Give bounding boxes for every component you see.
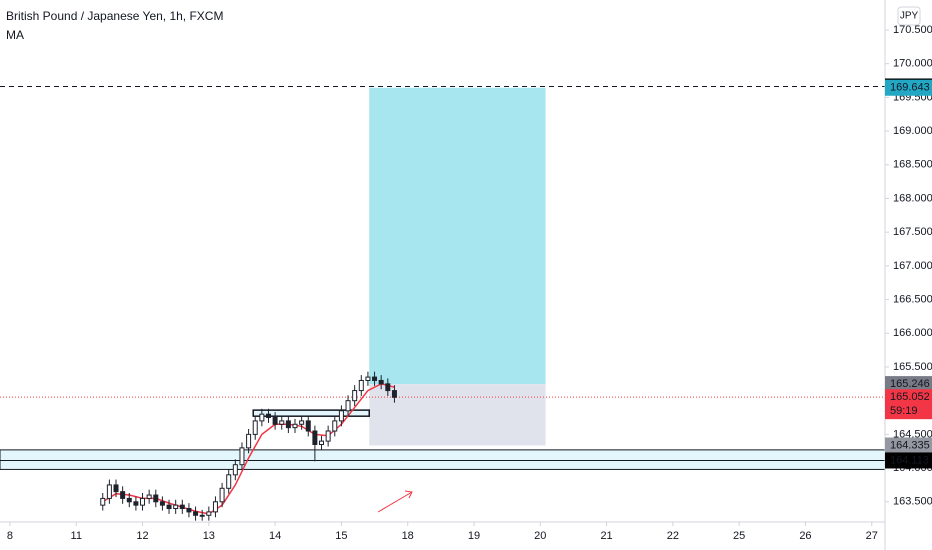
candle-body [193, 511, 199, 516]
candle-body [232, 464, 238, 476]
candle-body [239, 447, 245, 466]
candle-body [325, 430, 331, 442]
x-tick-label: 8 [7, 530, 13, 542]
candle-body [391, 390, 397, 398]
candle-body [206, 511, 212, 516]
candle-body [106, 484, 112, 499]
candle-body [378, 379, 384, 385]
candle-body [365, 376, 371, 381]
zone [0, 449, 886, 470]
price-label-bg [885, 389, 932, 420]
candle-body [246, 433, 252, 449]
candle-body [153, 494, 159, 503]
candle-body [272, 417, 278, 425]
y-tick-label: 170.500 [893, 24, 932, 36]
y-tick-label: 167.500 [893, 226, 932, 238]
candle-body [372, 376, 378, 381]
candle-body [285, 420, 291, 429]
candle-body [113, 484, 119, 493]
candle-body [305, 420, 311, 432]
arrow-head [404, 490, 413, 499]
y-tick-label: 167.000 [893, 260, 932, 272]
y-tick-label: 165.500 [893, 361, 932, 373]
candle-body [385, 383, 391, 392]
currency-button[interactable] [897, 6, 921, 26]
y-tick-label: 163.500 [893, 496, 932, 508]
candle-body [338, 410, 344, 422]
x-tick-label: 20 [534, 530, 546, 542]
candle-body [140, 497, 146, 506]
price-label: 164.113 [890, 454, 929, 466]
x-tick-label: 14 [269, 530, 281, 542]
countdown: 59:19 [890, 405, 918, 417]
candle-body [332, 420, 338, 432]
x-tick-label: 18 [402, 530, 414, 542]
candle-body [126, 497, 132, 503]
candle-body [358, 379, 364, 392]
candle-body [319, 440, 325, 445]
candle-body [226, 474, 232, 489]
price-label-bg [885, 437, 932, 454]
candle-body [312, 430, 318, 445]
x-tick-label: 21 [600, 530, 612, 542]
x-tick-label: 19 [468, 530, 480, 542]
y-tick-label: 166.500 [893, 293, 932, 305]
x-tick-label: 25 [733, 530, 745, 542]
price-label: 164.335 [890, 439, 930, 451]
price-label: 165.246 [890, 378, 930, 390]
candle-body [133, 501, 139, 506]
target-area [369, 87, 546, 385]
y-tick-label: 170.000 [893, 58, 932, 70]
resistance-box [252, 409, 370, 417]
candle-body [146, 494, 152, 499]
x-tick-label: 12 [136, 530, 148, 542]
candle-body [212, 501, 218, 513]
price-label: 169.643 [890, 82, 930, 94]
x-tick-label: 27 [866, 530, 878, 542]
x-tick-label: 22 [667, 530, 679, 542]
x-tick-label: 13 [203, 530, 215, 542]
price-label-bg [885, 376, 932, 393]
candle-body [345, 400, 351, 412]
x-tick-label: 15 [335, 530, 347, 542]
price-label-bg [885, 452, 932, 469]
candle-body [100, 497, 106, 506]
y-tick-label: 168.000 [893, 192, 932, 204]
candle-body [120, 491, 126, 499]
stop-area [369, 384, 546, 446]
x-tick-label: 26 [799, 530, 811, 542]
x-tick-label: 11 [71, 530, 82, 542]
candle-body [219, 487, 225, 503]
y-tick-label: 164.500 [893, 428, 932, 440]
price-label-bg [885, 79, 932, 96]
candle-body [166, 504, 172, 510]
arrow [377, 491, 413, 513]
candle-body [299, 420, 305, 425]
y-tick-label: 166.000 [893, 327, 932, 339]
indicator-label[interactable]: MA [6, 28, 24, 42]
candle-body [159, 501, 165, 506]
candle-body [292, 423, 298, 429]
price-label: 165.052 [890, 391, 930, 403]
y-tick-label: 168.500 [893, 159, 932, 171]
y-tick-label: 169.000 [893, 125, 932, 137]
candle-body [352, 390, 358, 402]
candle-body [179, 504, 185, 510]
plot-area [0, 85, 886, 521]
candle-body [199, 514, 205, 517]
candle-body [259, 413, 265, 422]
currency-label[interactable]: JPY [900, 11, 919, 22]
candle-body [186, 508, 192, 513]
candle-body [173, 504, 179, 510]
candle-body [265, 413, 271, 419]
candle-body [252, 420, 258, 435]
candle-body [279, 420, 285, 425]
axes: 163.500164.000164.500165.000165.500166.0… [7, 24, 932, 542]
chart-title: British Pound / Japanese Yen, 1h, FXCM [6, 9, 223, 23]
